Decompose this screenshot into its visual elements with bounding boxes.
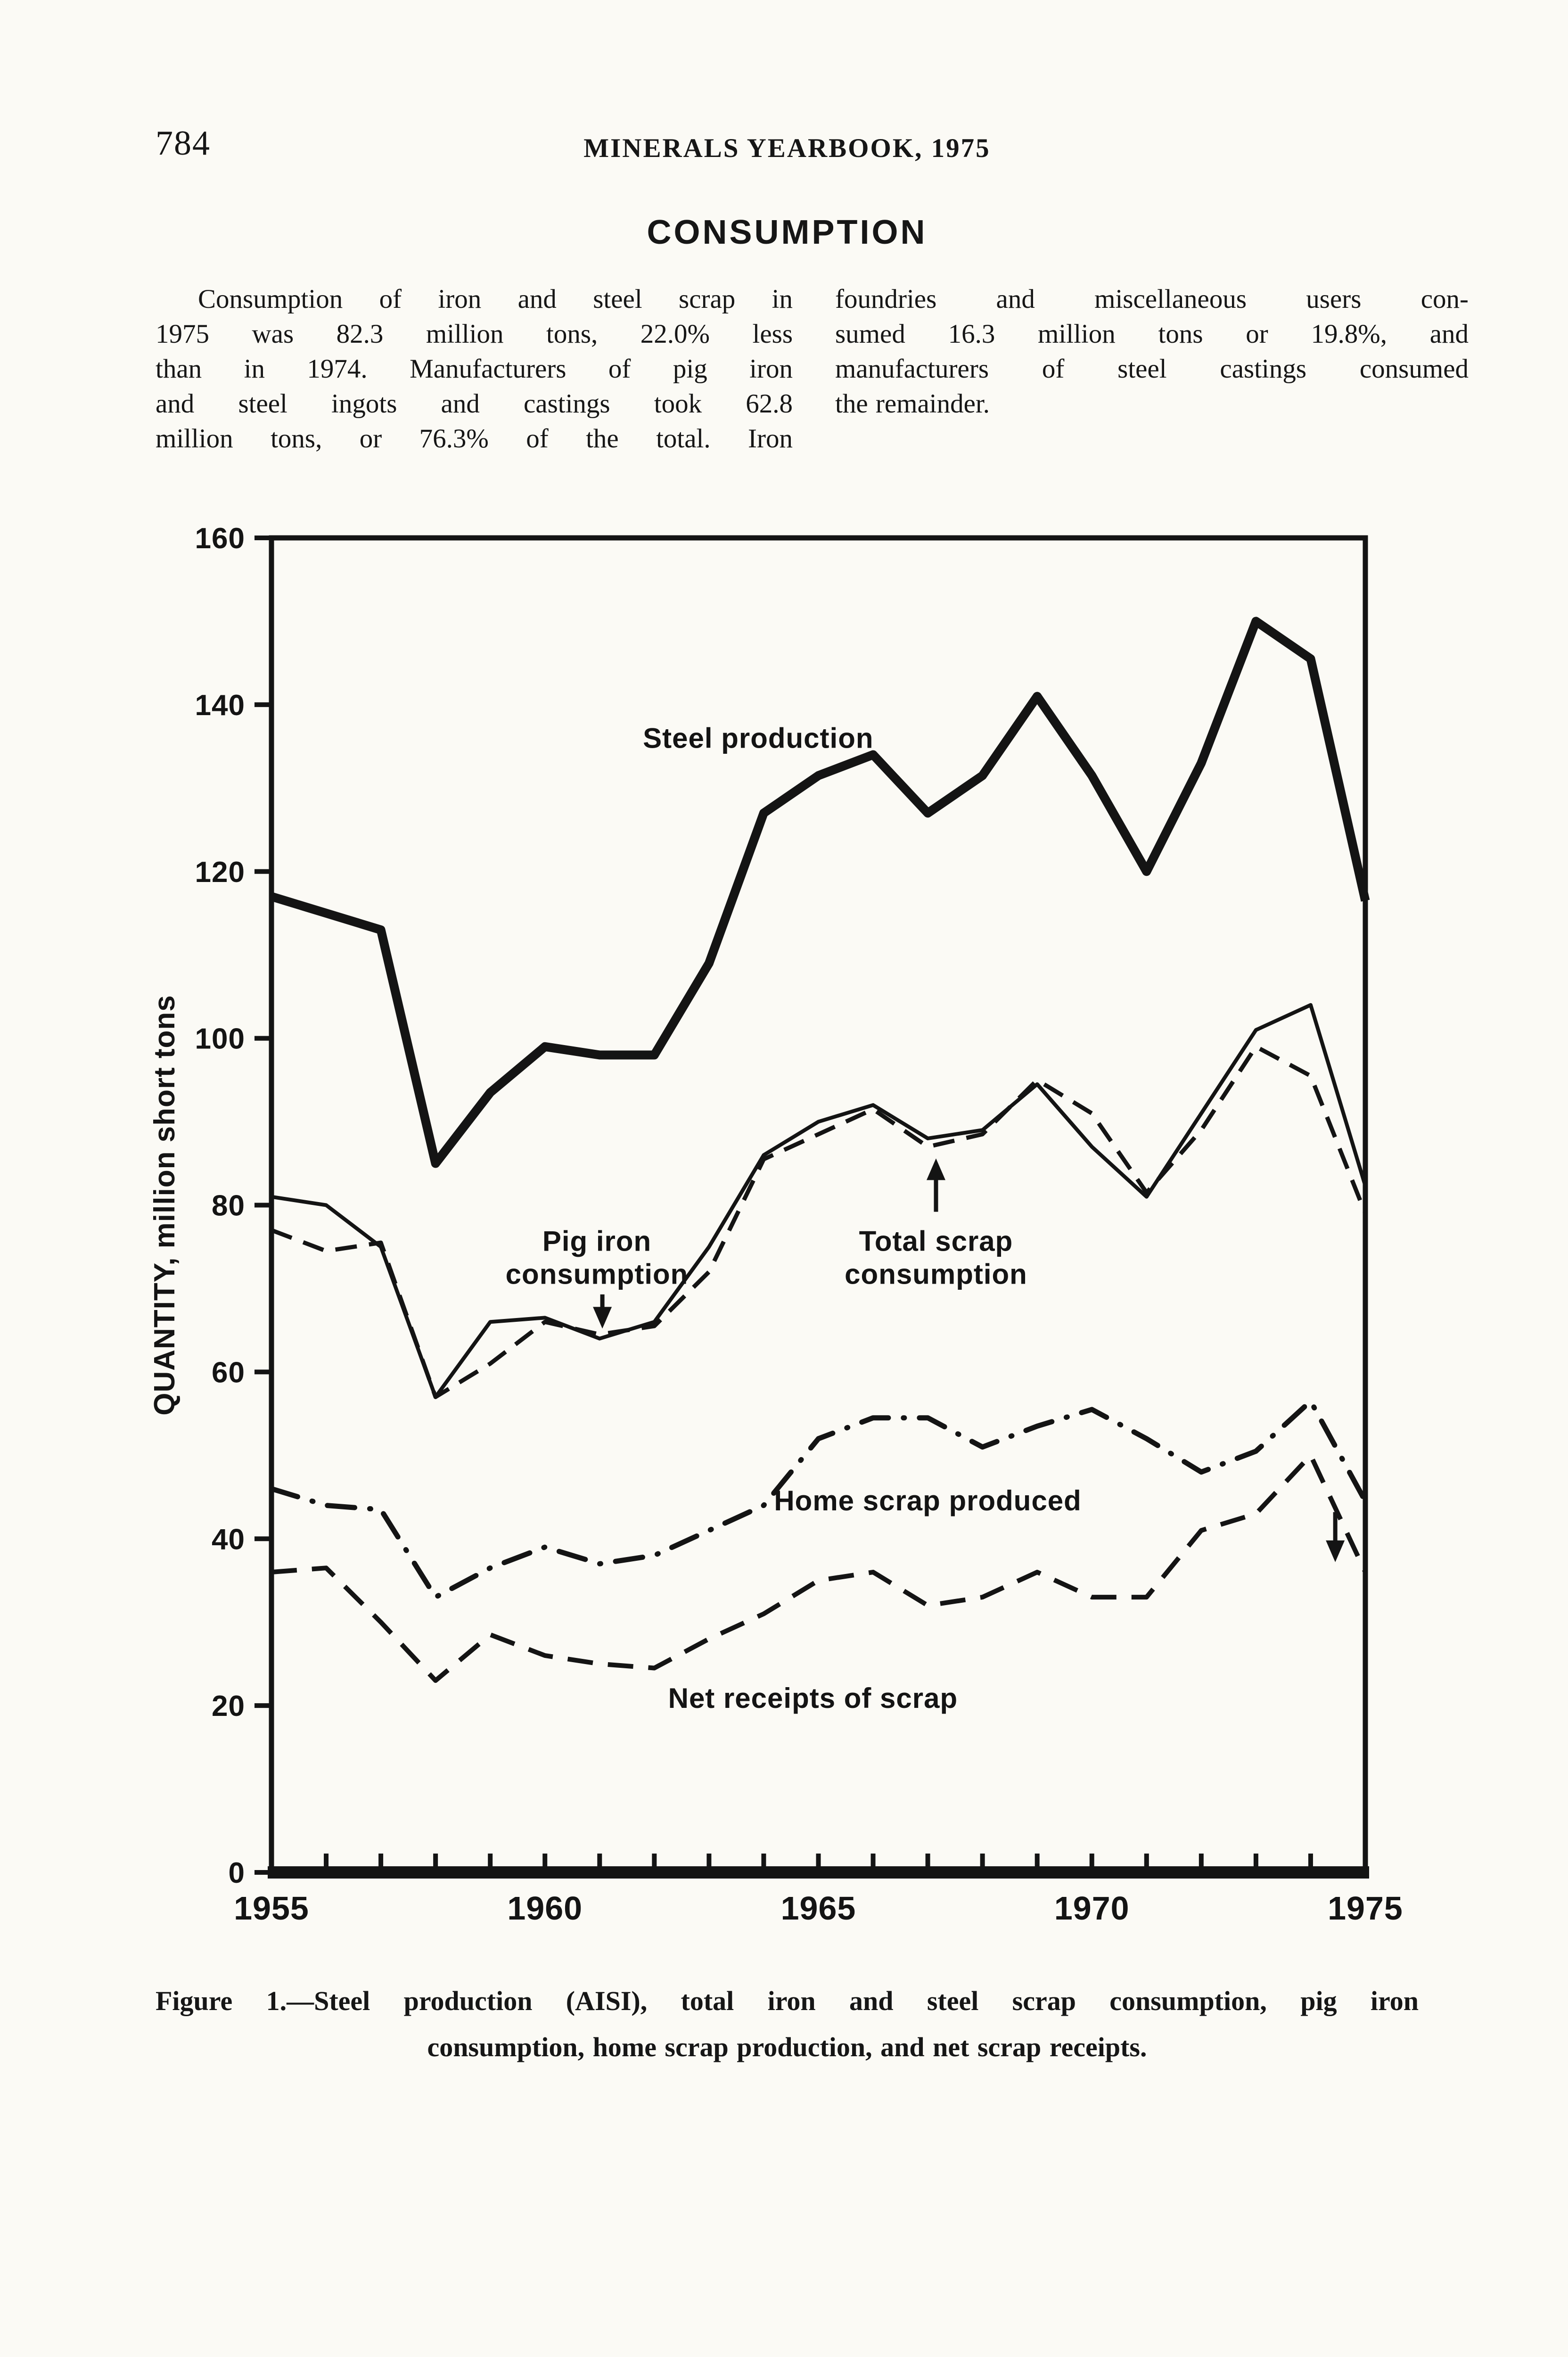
figure-caption-line-1: Figure 1.—Steel production (AISI), total… bbox=[156, 1986, 1419, 2016]
series-line-total-scrap-consumption bbox=[271, 1003, 1367, 1399]
body-column-left-line-5: million tons, or 76.3% of the total. Iro… bbox=[156, 424, 793, 453]
pig-iron-arrow-head bbox=[593, 1307, 612, 1329]
series-line-home-scrap-produced bbox=[269, 1398, 1368, 1600]
annotation-total-scrap-consumption: Total scrap consumption bbox=[845, 1226, 1027, 1290]
body-column-right: foundries and miscellaneous users con-su… bbox=[835, 282, 1469, 421]
y-axis-title: QUANTITY, million short tons bbox=[148, 995, 181, 1416]
section-heading: CONSUMPTION bbox=[647, 214, 928, 251]
figure-1-chart: 0 20 40 60 80 100 120 140 160 1955 1960 1965 1970 197… bbox=[141, 509, 1414, 1970]
body-column-right-line-1: foundries and miscellaneous users con- bbox=[835, 284, 1469, 314]
x-tick-label: 1960 bbox=[507, 1890, 583, 1927]
annotation-steel-production: Steel production bbox=[643, 723, 873, 754]
body-column-right-line-3: manufacturers of steel castings consumed bbox=[835, 354, 1469, 384]
y-tick-label: 140 bbox=[195, 689, 245, 722]
x-tick-label: 1970 bbox=[1054, 1890, 1130, 1927]
series-line-pig-iron-consumption bbox=[271, 1044, 1368, 1399]
body-column-left-line-2: 1975 was 82.3 million tons, 22.0% less bbox=[156, 319, 793, 349]
x-tick-label: 1975 bbox=[1328, 1890, 1403, 1927]
x-tick-label: 1965 bbox=[781, 1890, 856, 1927]
decline-arrow-head bbox=[1326, 1540, 1345, 1562]
y-tick-label: 160 bbox=[195, 522, 245, 555]
total-scrap-arrow-head bbox=[927, 1158, 946, 1180]
y-tick-label: 60 bbox=[212, 1356, 245, 1389]
running-header: MINERALS YEARBOOK, 1975 bbox=[583, 133, 991, 163]
body-column-left-line-3: than in 1974. Manufacturers of pig iron bbox=[156, 354, 793, 384]
page-number: 784 bbox=[156, 124, 211, 163]
body-column-right-line-4: the remainder. bbox=[835, 389, 990, 419]
chart-canvas: 0 20 40 60 80 100 120 140 160 1955 1960 1965 1970 197… bbox=[148, 522, 1403, 1927]
annotation-net-receipts-of-scrap: Net receipts of scrap bbox=[668, 1682, 958, 1714]
figure-caption-line-2: consumption, home scrap production, and … bbox=[427, 2032, 1147, 2062]
body-column-left: Consumption of iron and steel scrap in 19… bbox=[156, 282, 793, 456]
figure-caption: Figure 1.—Steel production (AISI), total… bbox=[156, 1978, 1419, 2070]
body-column-left-line-4: and steel ingots and castings took 62.8 bbox=[156, 389, 793, 419]
y-tick-label: 0 bbox=[229, 1857, 245, 1889]
y-tick-label: 120 bbox=[195, 856, 245, 889]
y-tick-label: 80 bbox=[212, 1190, 245, 1222]
y-tick-label: 100 bbox=[195, 1023, 245, 1055]
body-column-left-line-1: Consumption of iron and steel scrap in bbox=[198, 284, 793, 314]
body-column-right-line-2: sumed 16.3 million tons or 19.8%, and bbox=[835, 319, 1469, 349]
y-tick-label: 20 bbox=[212, 1690, 245, 1722]
x-tick-label: 1955 bbox=[234, 1890, 309, 1927]
series-line-steel-production bbox=[270, 617, 1370, 1168]
annotation-home-scrap-produced: Home scrap produced bbox=[774, 1485, 1082, 1516]
annotation-pig-iron-consumption: Pig iron consumption bbox=[506, 1226, 689, 1290]
y-tick-label: 40 bbox=[212, 1523, 245, 1556]
